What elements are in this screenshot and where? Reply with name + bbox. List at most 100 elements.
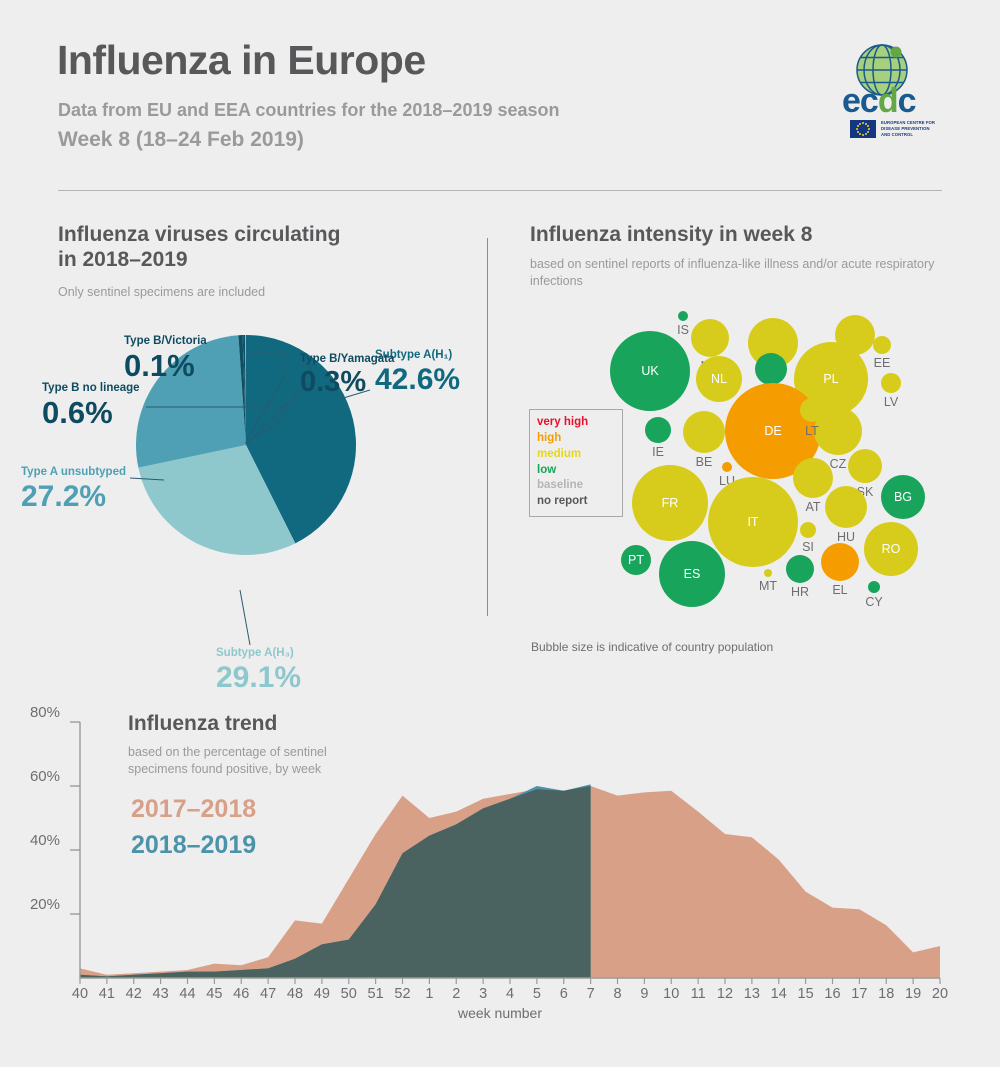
trend-y-tick-label: 80%: [29, 704, 60, 721]
bubble-label-is: IS: [677, 323, 689, 337]
bubble-pt[interactable]: PT: [621, 545, 651, 575]
bubble-label: NL: [711, 372, 727, 386]
pie-leader-line: [129, 477, 165, 481]
trend-x-tick-label: 20: [931, 986, 949, 1002]
ecdc-wordmark: ecdc: [842, 82, 917, 120]
bubble-be[interactable]: [683, 411, 725, 453]
pie-label-type-b-yamagata: Type B/Yamagata 0.3%: [300, 353, 395, 398]
pie-section-title: Influenza viruses circulating in 2018–20…: [58, 223, 458, 273]
bubble-mt[interactable]: [764, 569, 772, 577]
header-week: Week 8 (18–24 Feb 2019): [58, 128, 304, 151]
pie-label-type-b-no-lineage: Type B no lineage 0.6%: [42, 382, 140, 430]
bubble-lu[interactable]: [722, 462, 732, 472]
trend-x-tick-label: 14: [770, 986, 787, 1002]
trend-x-tick-label: 12: [716, 986, 734, 1002]
header-divider: [58, 190, 942, 191]
eu-flag-icon: [850, 120, 876, 138]
pie-chart: Subtype A(H₁) 42.6% Subtype A(H₃) 29.1% …: [0, 300, 490, 720]
trend-x-tick-label: 5: [532, 986, 541, 1002]
bubble-nl[interactable]: NL: [696, 356, 742, 402]
bubble-hu[interactable]: [825, 486, 867, 528]
pie-chart-svg: [129, 335, 371, 646]
trend-x-tick-label: 16: [824, 986, 841, 1002]
trend-area-overlap: [80, 786, 591, 978]
pie-title-line2: in 2018–2019: [58, 247, 188, 271]
bubble-label-ee: EE: [873, 356, 891, 370]
trend-section-subtitle: based on the percentage of sentinel spec…: [128, 745, 327, 776]
pie-leader-line: [239, 589, 251, 646]
trend-x-tick-label: 4: [505, 986, 515, 1002]
bubble-label: UK: [641, 364, 659, 378]
trend-x-tick-label: 44: [179, 986, 196, 1002]
bubble-es[interactable]: ES: [659, 541, 725, 607]
trend-x-tick-label: 41: [98, 986, 115, 1002]
bubble-no[interactable]: [691, 319, 729, 357]
bubble-si[interactable]: [800, 522, 816, 538]
bubble-it[interactable]: IT: [708, 477, 798, 567]
bubble-cy[interactable]: [868, 581, 880, 593]
trend-x-tick-label: 8: [613, 986, 622, 1002]
trend-chart-svg: [70, 721, 941, 984]
trend-y-tick-label: 40%: [29, 832, 60, 849]
bubble-uk[interactable]: UK: [610, 331, 690, 411]
trend-y-tick-label: 20%: [29, 896, 60, 913]
bubble-label: FR: [661, 496, 679, 510]
trend-x-tick-label: 47: [260, 986, 277, 1002]
header-subtitle: Data from EU and EEA countries for the 2…: [58, 100, 560, 120]
bubble-lv[interactable]: [881, 373, 901, 393]
bubble-label: PT: [628, 553, 644, 567]
ecdc-logo: ecdc EUROPEAN CENTRE FOR DISEASE PREVENT…: [836, 42, 946, 142]
pie-slice: [242, 335, 246, 445]
trend-chart: Influenza trend based on the percentage …: [0, 700, 1000, 1062]
bubble-ee[interactable]: [873, 336, 891, 354]
bubble-label-be: BE: [695, 455, 713, 469]
pie-slice: [138, 445, 296, 555]
bubble-el[interactable]: [821, 543, 859, 581]
trend-x-tick-label: 9: [640, 986, 649, 1002]
trend-x-tick-label: 19: [905, 986, 922, 1002]
trend-x-tick-label: 50: [340, 986, 357, 1002]
trend-x-tick-label: 7: [586, 986, 595, 1002]
pie-leader-line: [245, 351, 286, 442]
bubble-chart-footnote: Bubble size is indicative of country pop…: [531, 640, 774, 654]
pie-label-type-a-unsubtyped: Type A unsubtyped 27.2%: [21, 466, 126, 513]
bubble-label-mt: MT: [758, 579, 778, 593]
trend-x-tick-label: 51: [367, 986, 384, 1002]
bubble-bg[interactable]: BG: [881, 475, 925, 519]
trend-x-tick-label: 52: [394, 986, 411, 1002]
legend-item-medium: medium: [537, 447, 582, 460]
bubble-section-subtitle: based on sentinel reports of influenza-l…: [530, 257, 935, 288]
bubble-ro[interactable]: RO: [864, 522, 918, 576]
section-divider: [487, 238, 488, 616]
bubble-at[interactable]: [793, 458, 833, 498]
trend-x-tick-label: 18: [878, 986, 895, 1002]
trend-x-tick-label: 6: [559, 986, 568, 1002]
trend-x-tick-label: 2: [452, 986, 461, 1002]
legend-item-no-report: no report: [537, 495, 588, 508]
bubble-section-title: Influenza intensity in week 8: [530, 223, 813, 246]
bubble-label: PL: [823, 372, 839, 386]
bubble-label-ie: IE: [652, 445, 664, 459]
bubble-label: BG: [893, 490, 913, 504]
bubble-is[interactable]: [678, 311, 688, 321]
pie-slice: [246, 335, 356, 544]
bubble-label-cy: CY: [865, 595, 883, 609]
bubble-label-hu: HU: [836, 530, 856, 544]
pie-leader-line: [246, 365, 315, 444]
bubble-lt[interactable]: [800, 398, 824, 422]
trend-x-tick-label: 11: [690, 986, 706, 1002]
trend-x-tick-label: 45: [206, 986, 223, 1002]
bubble-label-lv: LV: [883, 395, 899, 409]
trend-x-tick-label: 15: [797, 986, 814, 1002]
trend-x-tick-label: 1: [425, 986, 434, 1002]
bubble-fr[interactable]: FR: [632, 465, 708, 541]
bubble-sk[interactable]: [848, 449, 882, 483]
pie-label-subtype-ah1: Subtype A(H₁) 42.6%: [375, 349, 461, 396]
bubble-dk[interactable]: [755, 353, 787, 385]
legend-item-low: low: [537, 463, 557, 476]
bubble-chart: ISNOSEFIUKNLDKPLEELVDEIEBELUCZLTFRATSKBG…: [520, 300, 1000, 630]
pie-label-type-b-victoria: Type B/Victoria 0.1%: [124, 335, 207, 383]
bubble-ie[interactable]: [645, 417, 671, 443]
bubble-hr[interactable]: [786, 555, 814, 583]
